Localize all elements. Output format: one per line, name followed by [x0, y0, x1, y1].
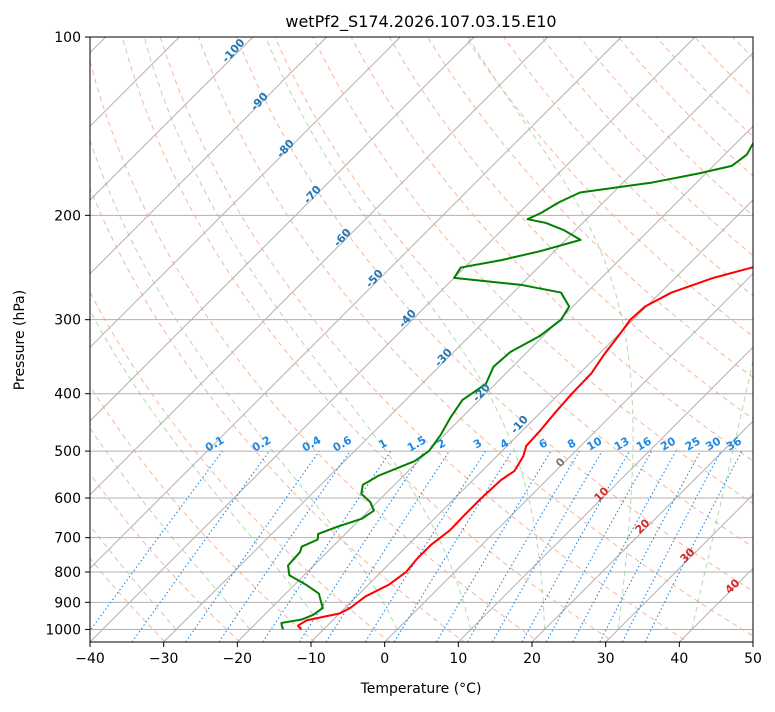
- x-tick-label: 40: [670, 651, 688, 667]
- x-tick-label: −40: [75, 651, 105, 667]
- dry-adiabat-line: [90, 557, 166, 642]
- y-tick-label: 800: [54, 565, 81, 581]
- isotherm-line: [90, 37, 696, 642]
- moist-adiabat-line: [90, 138, 398, 630]
- dry-adiabat-line: [90, 384, 316, 642]
- y-tick-label: 500: [54, 444, 81, 460]
- moist-adiabat-line: [467, 37, 634, 630]
- x-tick-label: 50: [744, 651, 762, 667]
- mixing-ratio-line: [218, 450, 351, 642]
- isotherm-line: [310, 199, 753, 642]
- x-tick-label: −20: [223, 651, 253, 667]
- isotherm-line: [90, 37, 622, 570]
- mixing-ratio-line: [298, 450, 425, 642]
- dewpoint-profile-line: [280, 141, 753, 630]
- background-lines: [90, 37, 753, 642]
- axes: −40 −30 −20 −10 0 10 20 30 40 50 1000 900 800 700 600 5…: [45, 30, 762, 667]
- isotherm-line: [384, 272, 753, 642]
- x-tick-label: 10: [449, 651, 467, 667]
- isotherm-line: [163, 51, 753, 642]
- mixing-ratio-line: [90, 450, 223, 632]
- y-tick-label: 600: [54, 491, 81, 507]
- mixing-ratio-line: [572, 450, 677, 642]
- dry-adiabat-line: [121, 37, 615, 642]
- y-tick-label: 700: [54, 531, 81, 547]
- x-tick-label: −30: [149, 651, 179, 667]
- y-tick-label: 1000: [45, 622, 81, 638]
- dry-adiabat-line: [198, 37, 753, 637]
- mixing-ratio-line: [521, 450, 630, 642]
- moist-adiabat-line: [90, 427, 251, 630]
- y-tick-label: 900: [54, 595, 81, 611]
- x-axis-label: Temperature (°C): [360, 681, 482, 697]
- isotherm-line: [90, 37, 549, 496]
- dry-adiabat-line: [312, 37, 753, 505]
- dry-adiabat-line: [274, 37, 753, 548]
- x-tick-label: −10: [296, 651, 326, 667]
- x-tick-label: 0: [380, 651, 389, 667]
- y-tick-label: 100: [54, 30, 81, 46]
- y-tick-label: 200: [54, 208, 81, 224]
- mixing-ratio-line: [644, 450, 743, 642]
- isotherm-line: [457, 346, 753, 642]
- moist-adiabat-line: [265, 37, 546, 630]
- temperature-profile-line: [296, 266, 753, 631]
- y-tick-label: 400: [54, 387, 81, 403]
- mixing-ratio-line: [545, 450, 653, 642]
- isotherm-line: [90, 37, 254, 201]
- isotherm-line: [90, 37, 475, 422]
- dry-adiabat-line: [90, 291, 391, 642]
- isotherm-line: [605, 493, 753, 642]
- y-axis-label: Pressure (hPa): [12, 290, 28, 390]
- dry-adiabat-line: [90, 59, 540, 642]
- mixing-ratio-line: [185, 450, 320, 642]
- isotherm-line: [236, 125, 753, 642]
- moist-adiabat-line: [691, 358, 753, 630]
- x-tick-label: 30: [597, 651, 615, 667]
- chart-title: wetPf2_S174.2026.107.03.15.E10: [285, 12, 556, 32]
- dry-adiabat-line: [236, 37, 753, 592]
- mixing-ratio-line: [131, 450, 270, 642]
- dry-adiabat-line: [503, 37, 753, 297]
- mixing-ratio-line: [325, 450, 450, 642]
- isotherm-line: [90, 37, 401, 349]
- moist-adiabat-line: [90, 524, 177, 630]
- plot-frame: [89, 36, 754, 643]
- x-tick-label: 20: [523, 651, 541, 667]
- data-lines: [280, 141, 753, 631]
- isotherm-line: [531, 420, 753, 642]
- isotherm-line: [90, 37, 328, 275]
- y-tick-label: 300: [54, 313, 81, 329]
- dry-adiabat-line: [465, 37, 753, 337]
- dry-adiabat-line: [388, 37, 753, 420]
